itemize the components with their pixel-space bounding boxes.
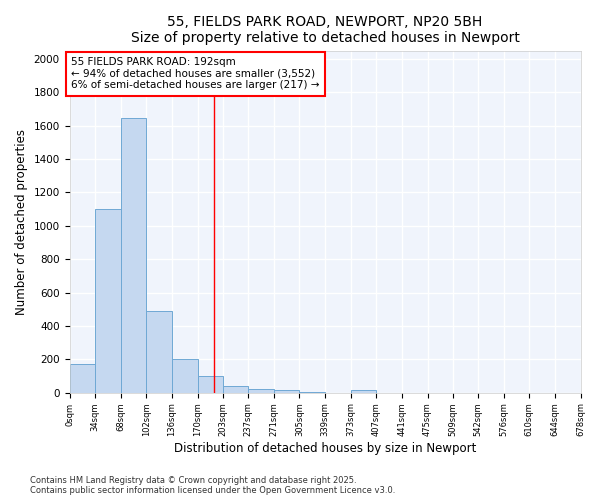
Bar xyxy=(172,360,197,392)
Bar xyxy=(223,386,248,392)
X-axis label: Distribution of detached houses by size in Newport: Distribution of detached houses by size … xyxy=(174,442,476,455)
Bar xyxy=(70,364,95,392)
Text: Contains HM Land Registry data © Crown copyright and database right 2025.
Contai: Contains HM Land Registry data © Crown c… xyxy=(30,476,395,495)
Bar xyxy=(350,390,376,392)
Text: 55 FIELDS PARK ROAD: 192sqm
← 94% of detached houses are smaller (3,552)
6% of s: 55 FIELDS PARK ROAD: 192sqm ← 94% of det… xyxy=(71,57,320,90)
Y-axis label: Number of detached properties: Number of detached properties xyxy=(15,128,28,314)
Bar xyxy=(274,390,299,392)
Bar xyxy=(95,209,121,392)
Bar xyxy=(197,376,223,392)
Title: 55, FIELDS PARK ROAD, NEWPORT, NP20 5BH
Size of property relative to detached ho: 55, FIELDS PARK ROAD, NEWPORT, NP20 5BH … xyxy=(131,15,520,45)
Bar xyxy=(146,311,172,392)
Bar xyxy=(121,118,146,392)
Bar xyxy=(248,388,274,392)
